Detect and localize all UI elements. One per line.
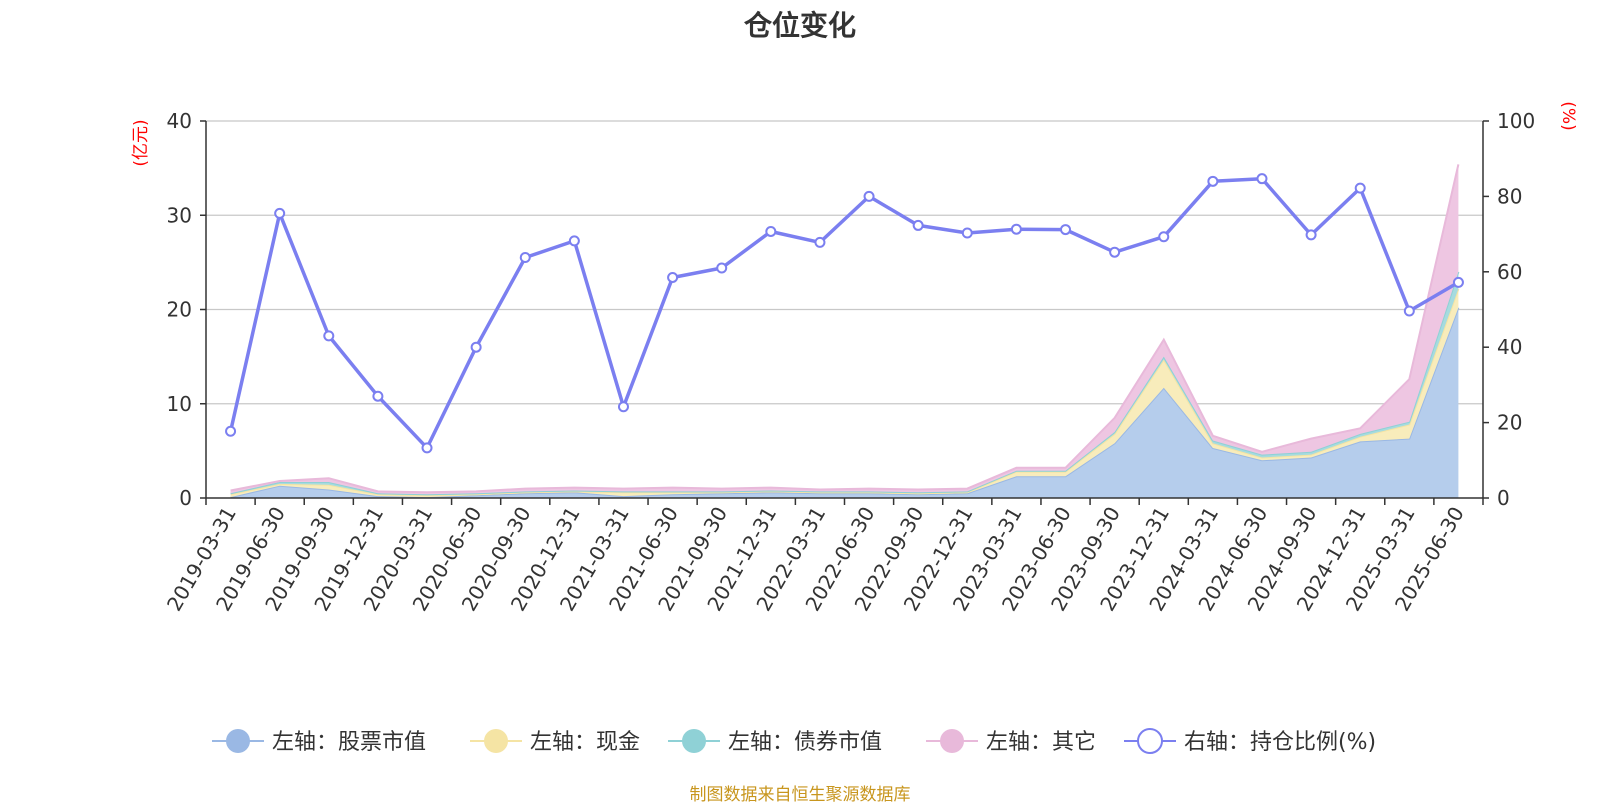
ratio-point bbox=[225, 425, 237, 437]
source-note: 制图数据来自恒生聚源数据库 bbox=[689, 785, 911, 805]
ratio-point bbox=[568, 235, 580, 247]
right-tick-label: 60 bbox=[1497, 260, 1522, 284]
right-tick-label: 80 bbox=[1497, 184, 1522, 208]
ratio-point bbox=[1010, 223, 1022, 235]
ratio-point bbox=[470, 341, 482, 353]
area-series-group bbox=[230, 164, 1460, 499]
ratio-point bbox=[617, 401, 629, 413]
legend-item: 左轴：债券市值 bbox=[668, 729, 882, 755]
ratio-line-group bbox=[225, 173, 1464, 454]
left-tick-label: 20 bbox=[167, 298, 192, 322]
left-tick-label: 40 bbox=[167, 109, 192, 133]
ratio-point bbox=[1109, 246, 1121, 258]
ratio-point bbox=[1403, 305, 1415, 317]
legend-marker bbox=[682, 729, 706, 753]
legend-label: 左轴：股票市值 bbox=[272, 730, 426, 755]
right-axis-unit: (%) bbox=[1558, 101, 1578, 130]
area-左轴：其它 bbox=[230, 164, 1459, 495]
legend-marker bbox=[484, 729, 508, 753]
right-tick-label: 40 bbox=[1497, 335, 1522, 359]
ratio-point bbox=[274, 207, 286, 219]
right-tick-label: 0 bbox=[1497, 486, 1510, 510]
legend-label: 左轴：现金 bbox=[530, 730, 640, 755]
ratio-line bbox=[228, 176, 1460, 450]
ratio-point bbox=[1452, 276, 1464, 288]
area-左轴：股票市值 bbox=[230, 307, 1459, 498]
ratio-point bbox=[961, 227, 973, 239]
ratio-point bbox=[863, 190, 875, 202]
legend-marker bbox=[226, 729, 250, 753]
ratio-point bbox=[372, 390, 384, 402]
left-tick-label: 0 bbox=[179, 486, 192, 510]
legend-item: 右轴：持仓比例(%) bbox=[1124, 728, 1376, 755]
legend-label: 左轴：债券市值 bbox=[728, 730, 882, 755]
ratio-point bbox=[716, 262, 728, 274]
ratio-point bbox=[1256, 173, 1268, 185]
ratio-point bbox=[912, 219, 924, 231]
ratio-point bbox=[1158, 231, 1170, 243]
ratio-point bbox=[1354, 182, 1366, 194]
grid-lines bbox=[206, 120, 1483, 405]
ratio-point bbox=[814, 236, 826, 248]
legend: 左轴：股票市值 左轴：现金 左轴：债券市值 左轴：其它 右轴：持仓比例(%) bbox=[212, 728, 1376, 755]
area-line-左轴：其它 bbox=[230, 164, 1460, 494]
right-tick-label: 20 bbox=[1497, 411, 1522, 435]
left-axis-unit: (亿元) bbox=[131, 119, 151, 166]
ratio-point bbox=[1207, 175, 1219, 187]
ratio-point bbox=[1305, 229, 1317, 241]
legend-item: 左轴：现金 bbox=[470, 729, 640, 755]
left-tick-label: 10 bbox=[167, 392, 192, 416]
right-tick-label: 100 bbox=[1497, 109, 1535, 133]
ratio-point bbox=[421, 442, 433, 454]
ratio-point bbox=[519, 251, 531, 263]
chart-title: 仓位变化 bbox=[743, 9, 856, 42]
ratio-point bbox=[765, 225, 777, 237]
legend-label: 右轴：持仓比例(%) bbox=[1184, 730, 1376, 755]
legend-item: 左轴：股票市值 bbox=[212, 729, 426, 755]
left-tick-label: 30 bbox=[167, 203, 192, 227]
ratio-point bbox=[1060, 224, 1072, 236]
ratio-point bbox=[323, 330, 335, 342]
tick-labels: 0102030400204060801002019-03-312019-06-3… bbox=[162, 109, 1535, 615]
legend-marker bbox=[940, 729, 964, 753]
ratio-point bbox=[667, 271, 679, 283]
legend-marker bbox=[1137, 728, 1163, 754]
legend-item: 左轴：其它 bbox=[926, 729, 1096, 755]
legend-label: 左轴：其它 bbox=[986, 730, 1096, 755]
